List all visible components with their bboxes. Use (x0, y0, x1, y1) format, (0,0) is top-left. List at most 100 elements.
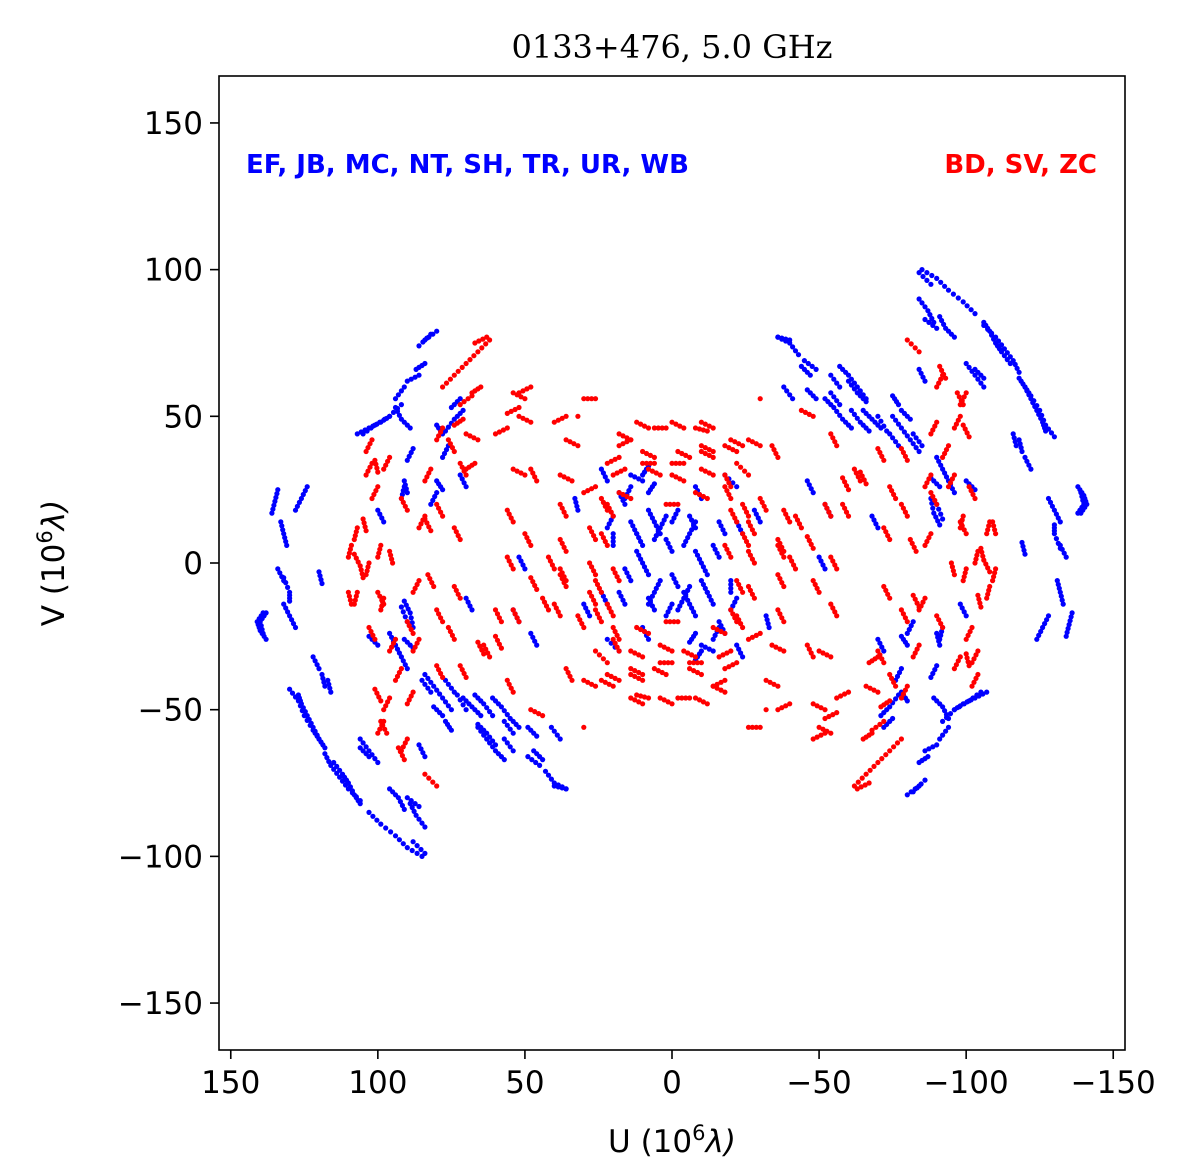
uv-point (436, 611, 442, 617)
uv-point (700, 581, 707, 588)
uv-point (475, 349, 481, 355)
uv-point (667, 605, 673, 611)
uv-point (812, 581, 818, 588)
uv-point (459, 364, 465, 370)
uv-point (518, 470, 524, 476)
uv-point (710, 542, 716, 549)
uv-point (510, 566, 516, 572)
uv-point (828, 730, 834, 736)
uv-point (651, 425, 658, 431)
uv-point (702, 568, 708, 574)
uv-point (675, 583, 681, 590)
uv-point (818, 558, 824, 564)
uv-point (828, 601, 834, 607)
uv-point (365, 468, 371, 474)
uv-point (434, 607, 440, 613)
uv-point (1012, 439, 1018, 445)
uv-point (451, 448, 457, 455)
uv-point (408, 615, 414, 621)
uv-point (919, 300, 925, 306)
uv-point (781, 648, 787, 654)
uv-point (649, 515, 656, 521)
uv-point (401, 598, 407, 604)
uv-point (431, 683, 437, 689)
uv-point (938, 279, 944, 285)
uv-point (404, 666, 410, 672)
uv-point (928, 472, 934, 478)
uv-point (649, 468, 656, 474)
uv-point (922, 316, 928, 323)
uv-point (857, 478, 863, 484)
uv-point (714, 685, 720, 691)
uv-point (387, 695, 393, 701)
uv-point (907, 416, 913, 422)
uv-point (551, 419, 557, 425)
uv-point (414, 581, 420, 588)
uv-point (647, 460, 654, 466)
uv-point (900, 449, 907, 456)
uv-point (438, 429, 444, 435)
uv-point (596, 615, 603, 621)
uv-point (404, 795, 410, 801)
uv-point (612, 675, 618, 682)
uv-point (368, 425, 374, 431)
uv-point (983, 561, 989, 567)
uv-point (620, 497, 626, 503)
uv-point (463, 707, 469, 713)
uv-point (681, 425, 687, 431)
uv-point (422, 671, 428, 678)
uv-point (875, 689, 881, 695)
uv-point (434, 328, 440, 334)
uv-point (602, 597, 608, 603)
uv-point (598, 495, 605, 502)
uv-point (357, 745, 363, 751)
uv-point (643, 450, 650, 457)
uv-point (667, 544, 673, 551)
uv-point (902, 615, 909, 621)
uv-point (1051, 522, 1057, 528)
uv-point (528, 707, 534, 713)
x-tick-label: −50 (786, 1065, 851, 1101)
uv-point (610, 624, 616, 631)
uv-point (1028, 396, 1034, 402)
uv-point (706, 593, 712, 599)
uv-point (757, 724, 763, 730)
uv-point (954, 390, 960, 396)
uv-point (634, 419, 640, 425)
uv-point (479, 647, 485, 653)
uv-point (781, 384, 787, 390)
uv-point (934, 454, 940, 460)
uv-point (990, 578, 996, 584)
uv-point (284, 542, 290, 549)
uv-point (283, 605, 289, 611)
uv-point (467, 433, 473, 439)
uv-point (398, 495, 404, 502)
uv-point (861, 477, 867, 483)
uv-point (966, 364, 972, 370)
uv-point (498, 704, 504, 710)
uv-point (987, 519, 993, 525)
uv-point (937, 314, 943, 320)
uv-point (657, 578, 663, 584)
uv-point (932, 423, 938, 429)
uv-point (1068, 614, 1074, 620)
uv-point (504, 554, 510, 560)
uv-point (687, 695, 693, 701)
uv-point (702, 468, 708, 474)
uv-point (326, 681, 332, 687)
uv-point (490, 744, 496, 750)
uv-point (548, 724, 555, 730)
uv-point (403, 602, 409, 608)
uv-point (671, 619, 677, 625)
uv-point (641, 628, 648, 635)
uv-point (759, 499, 765, 505)
uv-point (425, 572, 431, 578)
uv-point (834, 710, 840, 716)
uv-point (408, 376, 414, 382)
uv-point (808, 486, 814, 492)
uv-point (457, 536, 463, 543)
uv-point (863, 396, 869, 402)
uv-point (806, 482, 812, 488)
uv-point (669, 460, 675, 466)
uv-point (501, 708, 507, 714)
